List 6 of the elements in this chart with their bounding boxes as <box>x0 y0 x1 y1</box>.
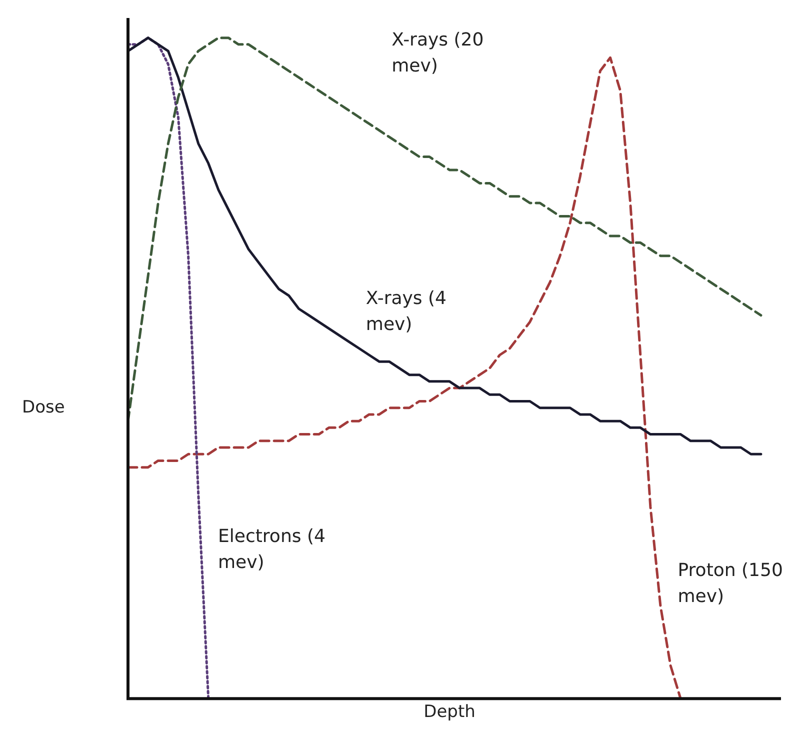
series-label: Proton (150 mev) <box>678 560 783 608</box>
y-axis-title: Dose <box>22 398 65 418</box>
text: X-rays (20 mev) <box>392 29 484 76</box>
series-label: Electrons (4 mev) <box>218 526 326 574</box>
series-label: X-rays (4 mev) <box>366 288 447 335</box>
x-axis-title: Depth <box>424 702 476 722</box>
